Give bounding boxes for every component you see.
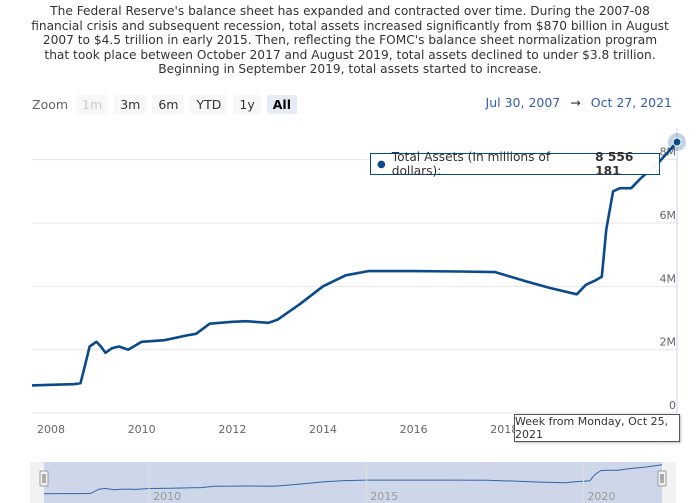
zoom-ytd-button[interactable]: YTD xyxy=(190,94,228,114)
y-tick-label: 2M xyxy=(660,336,677,349)
x-tick-label: 2010 xyxy=(128,423,156,436)
tooltip-value: 8 556 181 xyxy=(595,150,634,178)
series-tooltip: ● Total Assets (In millions of dollars):… xyxy=(370,150,660,178)
date-range: Jul 30, 2007 → Oct 27, 2021 xyxy=(486,95,672,110)
range-from-input[interactable]: Jul 30, 2007 xyxy=(485,95,561,110)
x-tick-label: 2012 xyxy=(218,423,246,436)
x-tick-label: 2016 xyxy=(400,423,428,436)
zoom-1y-button[interactable]: 1y xyxy=(233,94,261,114)
y-tick-label: 0 xyxy=(669,399,676,412)
y-tick-label: 4M xyxy=(660,272,677,285)
zoom-6m-button[interactable]: 6m xyxy=(152,94,185,114)
navigator[interactable]: 2010 2015 2020 xyxy=(30,462,676,503)
tooltip-bullet-icon: ● xyxy=(377,158,386,170)
zoom-label: Zoom xyxy=(32,96,69,112)
zoom-3m-button[interactable]: 3m xyxy=(114,94,147,114)
navigator-series xyxy=(43,464,663,495)
crosshair-date-label: Week from Monday, Oct 25, 2021 xyxy=(514,414,680,442)
x-tick-label: 2014 xyxy=(309,423,337,436)
zoom-all-button[interactable]: All xyxy=(266,94,297,114)
zoom-bar: Zoom 1m 3m 6m YTD 1y All xyxy=(32,94,297,114)
series-line[interactable] xyxy=(31,141,678,387)
zoom-1m-button[interactable]: 1m xyxy=(76,94,109,114)
tooltip-series-name: Total Assets (In millions of dollars): xyxy=(391,150,551,178)
range-arrow: → xyxy=(570,95,581,110)
navigator-label: 2010 xyxy=(153,490,181,503)
y-tick-label: 6M xyxy=(660,209,677,222)
navigator-label: 2015 xyxy=(370,490,398,503)
x-tick-label: 2018 xyxy=(490,423,518,436)
hover-marker xyxy=(668,133,686,152)
range-to-input[interactable]: Oct 27, 2021 xyxy=(590,95,672,110)
navigator-label: 2020 xyxy=(587,490,615,503)
grid-lines xyxy=(32,159,677,414)
x-tick-label: 2008 xyxy=(37,423,65,436)
marker-point xyxy=(672,137,682,147)
navigator-right-handle[interactable] xyxy=(657,470,667,487)
navigator-left-handle[interactable] xyxy=(39,470,49,487)
intro-text: The Federal Reserve's balance sheet has … xyxy=(31,4,669,77)
